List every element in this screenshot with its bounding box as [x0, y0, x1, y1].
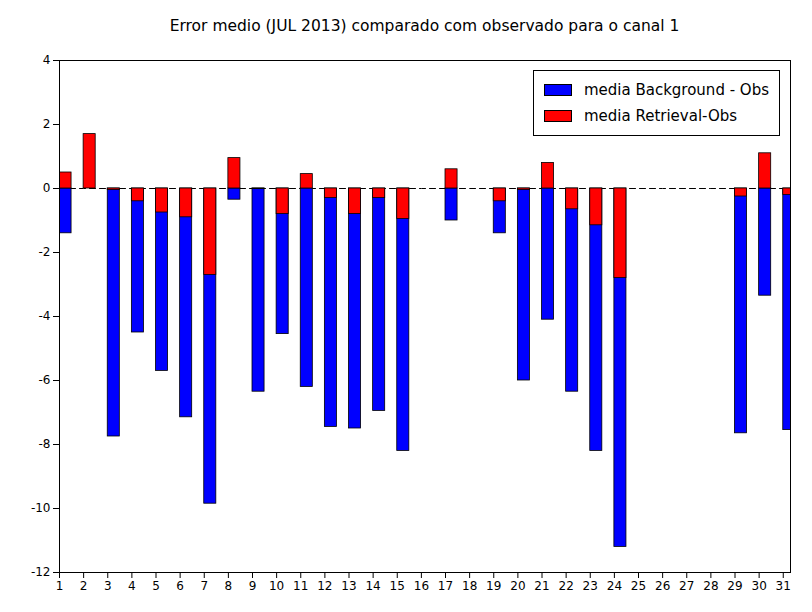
- svg-text:19: 19: [486, 579, 501, 593]
- svg-text:31: 31: [776, 579, 791, 593]
- svg-text:21: 21: [534, 579, 549, 593]
- html-text:Error medio (JUL 2013) compara: Error medio (JUL 2013) comparado com obs…: [169, 17, 680, 35]
- svg-text:6: 6: [176, 579, 184, 593]
- svg-text:1: 1: [56, 579, 64, 593]
- svg-text:0: 0: [43, 181, 51, 195]
- svg-text:28: 28: [703, 579, 718, 593]
- svg-text:26: 26: [655, 579, 670, 593]
- svg-text:16: 16: [414, 579, 429, 593]
- svg-text:30: 30: [751, 579, 766, 593]
- svg-text:14: 14: [365, 579, 380, 593]
- svg-text:5: 5: [152, 579, 160, 593]
- svg-text:-4: -4: [39, 309, 51, 323]
- svg-text:15: 15: [390, 579, 405, 593]
- svg-text:23: 23: [583, 579, 598, 593]
- svg-text:-8: -8: [39, 437, 51, 451]
- svg-text:8: 8: [225, 579, 233, 593]
- svg-text:9: 9: [249, 579, 257, 593]
- svg-text:24: 24: [607, 579, 622, 593]
- svg-text:25: 25: [631, 579, 646, 593]
- html-text:media Background - Obs: media Background - Obs: [583, 81, 769, 99]
- svg-text:4: 4: [43, 53, 51, 67]
- svg-text:29: 29: [727, 579, 742, 593]
- svg-text:27: 27: [679, 579, 694, 593]
- svg-text:12: 12: [317, 579, 332, 593]
- svg-text:20: 20: [510, 579, 525, 593]
- svg-text:-10: -10: [31, 501, 51, 515]
- svg-text:13: 13: [341, 579, 356, 593]
- svg-text:10: 10: [269, 579, 284, 593]
- html-text:media Retrieval-Obs: media Retrieval-Obs: [583, 107, 737, 125]
- svg-text:11: 11: [293, 579, 308, 593]
- svg-text:7: 7: [200, 579, 208, 593]
- svg-text:22: 22: [558, 579, 573, 593]
- svg-text:-12: -12: [31, 565, 51, 579]
- svg-text:2: 2: [80, 579, 88, 593]
- svg-text:3: 3: [104, 579, 112, 593]
- svg-text:4: 4: [128, 579, 136, 593]
- svg-text:17: 17: [438, 579, 453, 593]
- svg-text:-6: -6: [39, 373, 51, 387]
- svg-text:2: 2: [43, 117, 51, 131]
- svg-text:18: 18: [462, 579, 477, 593]
- svg-text:-2: -2: [39, 245, 51, 259]
